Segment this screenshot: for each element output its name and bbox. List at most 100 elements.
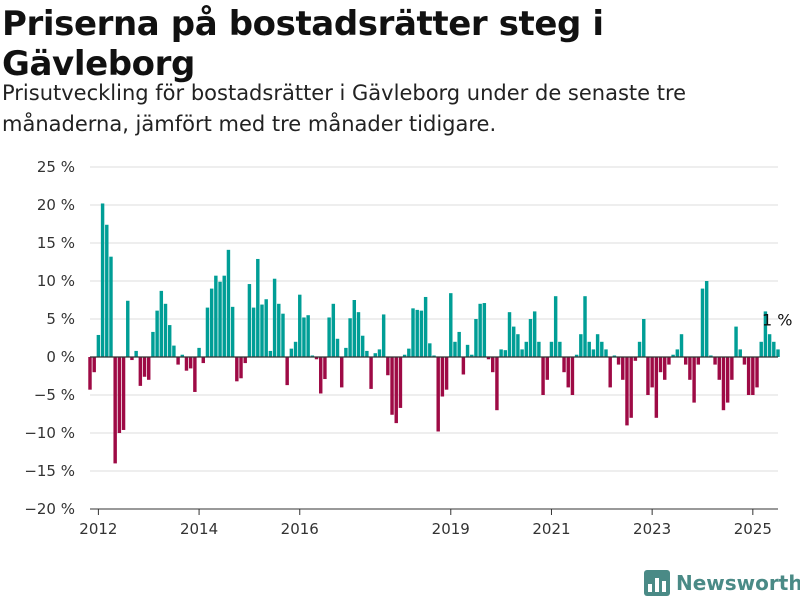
bar <box>402 354 407 357</box>
y-tick-label: 15 % <box>37 234 75 252</box>
bar <box>507 312 512 357</box>
bar <box>511 326 516 357</box>
bar <box>163 303 168 357</box>
bar <box>654 357 659 418</box>
bar <box>553 296 558 357</box>
bar <box>440 357 445 397</box>
bar <box>394 357 398 424</box>
bar <box>704 281 709 357</box>
bar <box>356 312 361 357</box>
bar <box>155 310 159 357</box>
bar <box>549 341 554 357</box>
bar <box>700 288 705 357</box>
bar <box>675 349 680 357</box>
tick-labels: 25 % 20 % 15 % 10 % 5 % 0 % −5 % −10 % −15 % −20 … <box>24 158 772 538</box>
grid-lines <box>90 166 778 510</box>
x-tick-label: 2019 <box>432 520 470 538</box>
bar <box>608 357 612 388</box>
bar <box>373 353 377 357</box>
bar <box>595 334 600 357</box>
y-tick-label: −10 % <box>24 424 75 442</box>
y-tick-label: 10 % <box>37 272 75 290</box>
bar <box>579 334 583 357</box>
bar <box>570 357 575 395</box>
bar <box>197 347 201 357</box>
bar <box>721 357 726 411</box>
bar <box>633 357 638 361</box>
bar <box>537 341 541 357</box>
bar <box>474 319 478 357</box>
bar <box>293 341 298 357</box>
bar <box>251 307 256 357</box>
bar <box>591 349 596 357</box>
y-tick-label: 5 % <box>46 310 75 328</box>
bar <box>453 341 457 357</box>
bar <box>503 350 508 357</box>
bar <box>256 258 260 357</box>
bar <box>381 314 386 357</box>
bar <box>188 357 193 369</box>
bar <box>226 249 231 357</box>
bar <box>298 294 302 357</box>
bar <box>604 349 608 357</box>
bar <box>289 348 294 357</box>
bar <box>679 334 684 357</box>
x-tick-label: 2025 <box>734 520 772 538</box>
bar <box>319 357 323 394</box>
bar <box>96 334 101 357</box>
bar <box>411 308 415 357</box>
bar <box>532 311 537 357</box>
bar <box>222 275 226 357</box>
bar <box>176 357 180 365</box>
bar <box>528 319 533 357</box>
bar <box>314 357 319 360</box>
bar <box>583 296 587 357</box>
brand-logo: Newsworthy <box>644 568 800 598</box>
x-tick-label: 2023 <box>633 520 671 538</box>
bar <box>121 357 126 430</box>
bar <box>151 331 155 357</box>
x-tick-label: 2014 <box>180 520 218 538</box>
bar <box>746 357 751 395</box>
bar <box>742 357 747 365</box>
y-tick-label: 25 % <box>37 158 75 176</box>
chart-title: Priserna på bostadsrätter steg i Gävlebo… <box>2 4 604 84</box>
bar <box>642 319 646 357</box>
x-tick-label: 2021 <box>532 520 570 538</box>
bar <box>117 357 122 433</box>
bar <box>100 203 105 357</box>
bar <box>444 357 449 390</box>
x-tick-label: 2016 <box>281 520 319 538</box>
bar <box>277 303 281 357</box>
bar <box>377 349 382 357</box>
bar <box>671 354 675 357</box>
bar <box>541 357 545 395</box>
bar <box>616 357 621 365</box>
bar <box>180 354 185 357</box>
x-tick-label: 2012 <box>79 520 117 538</box>
bar <box>209 288 214 357</box>
bar <box>470 354 474 357</box>
bar <box>247 284 252 357</box>
bar <box>306 315 310 357</box>
bar <box>562 357 566 373</box>
bar <box>436 357 440 432</box>
bar <box>126 300 130 357</box>
bar <box>230 306 235 357</box>
bar <box>360 335 365 357</box>
bar <box>327 317 331 357</box>
bar <box>545 357 549 380</box>
bar <box>335 338 340 357</box>
y-tick-label: 20 % <box>37 196 75 214</box>
bar <box>281 313 285 357</box>
bar <box>272 278 277 357</box>
bar <box>658 357 663 373</box>
bar <box>663 357 667 380</box>
bar <box>339 357 344 388</box>
bar <box>600 341 604 357</box>
bar <box>650 357 654 388</box>
chart-subtitle: Prisutveckling för bostadsrätter i Gävle… <box>2 81 687 136</box>
bar <box>243 357 247 364</box>
bar <box>621 357 625 380</box>
